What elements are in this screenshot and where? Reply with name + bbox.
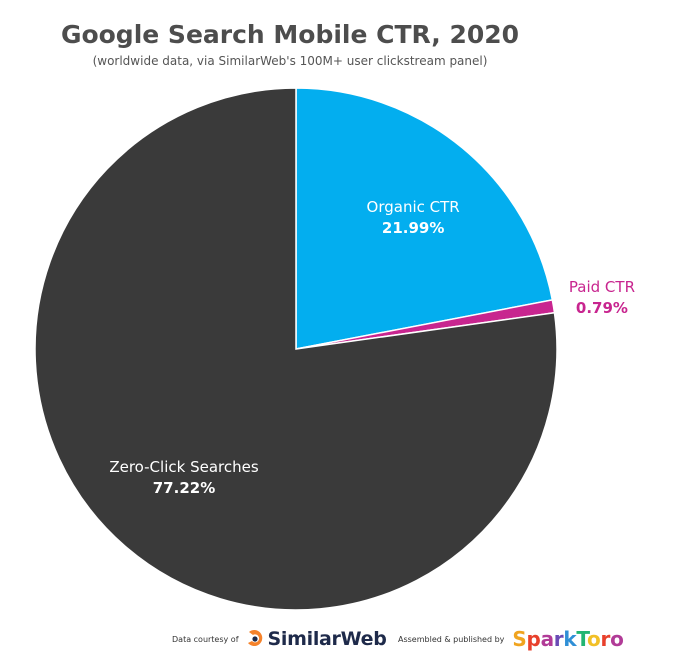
slice-label-paid-ctr: Paid CTR (569, 278, 635, 296)
slice-label-organic-ctr: Organic CTR (367, 198, 460, 216)
sparktoro-letter: r (553, 627, 564, 651)
footer-sparktoro-credit: Assembled & published by SparkToro (398, 624, 624, 654)
sparktoro-letter: o (587, 627, 601, 651)
slice-label-zero-click-searches: Zero-Click Searches (109, 458, 258, 476)
similarweb-logo: SimilarWeb (245, 628, 387, 650)
slice-value-paid-ctr: 0.79% (576, 299, 628, 317)
slice-value-organic-ctr: 21.99% (382, 219, 444, 237)
sparktoro-letter: o (610, 627, 624, 651)
chart-title: Google Search Mobile CTR, 2020 (60, 20, 520, 49)
sparktoro-logo: SparkToro (512, 627, 623, 651)
pie-slice-zero-click-searches (34, 87, 558, 611)
chart-subtitle: (worldwide data, via SimilarWeb's 100M+ … (92, 54, 488, 68)
pie-slice-organic-ctr (295, 87, 554, 350)
similarweb-icon (247, 630, 262, 647)
slice-value-zero-click-searches: 77.22% (153, 479, 215, 497)
assembled-by-label: Assembled & published by (398, 634, 505, 644)
sparktoro-letter: S (512, 627, 527, 651)
sparktoro-letter: p (526, 627, 541, 651)
sparktoro-letter: k (563, 627, 577, 651)
data-courtesy-label: Data courtesy of (172, 634, 239, 644)
footer-similarweb-credit: Data courtesy of SimilarWeb (172, 624, 387, 654)
sparktoro-letter: T (576, 627, 588, 651)
similarweb-wordmark: SimilarWeb (267, 628, 387, 650)
sparktoro-letter: a (540, 627, 555, 651)
sparktoro-letter: r (600, 627, 611, 651)
